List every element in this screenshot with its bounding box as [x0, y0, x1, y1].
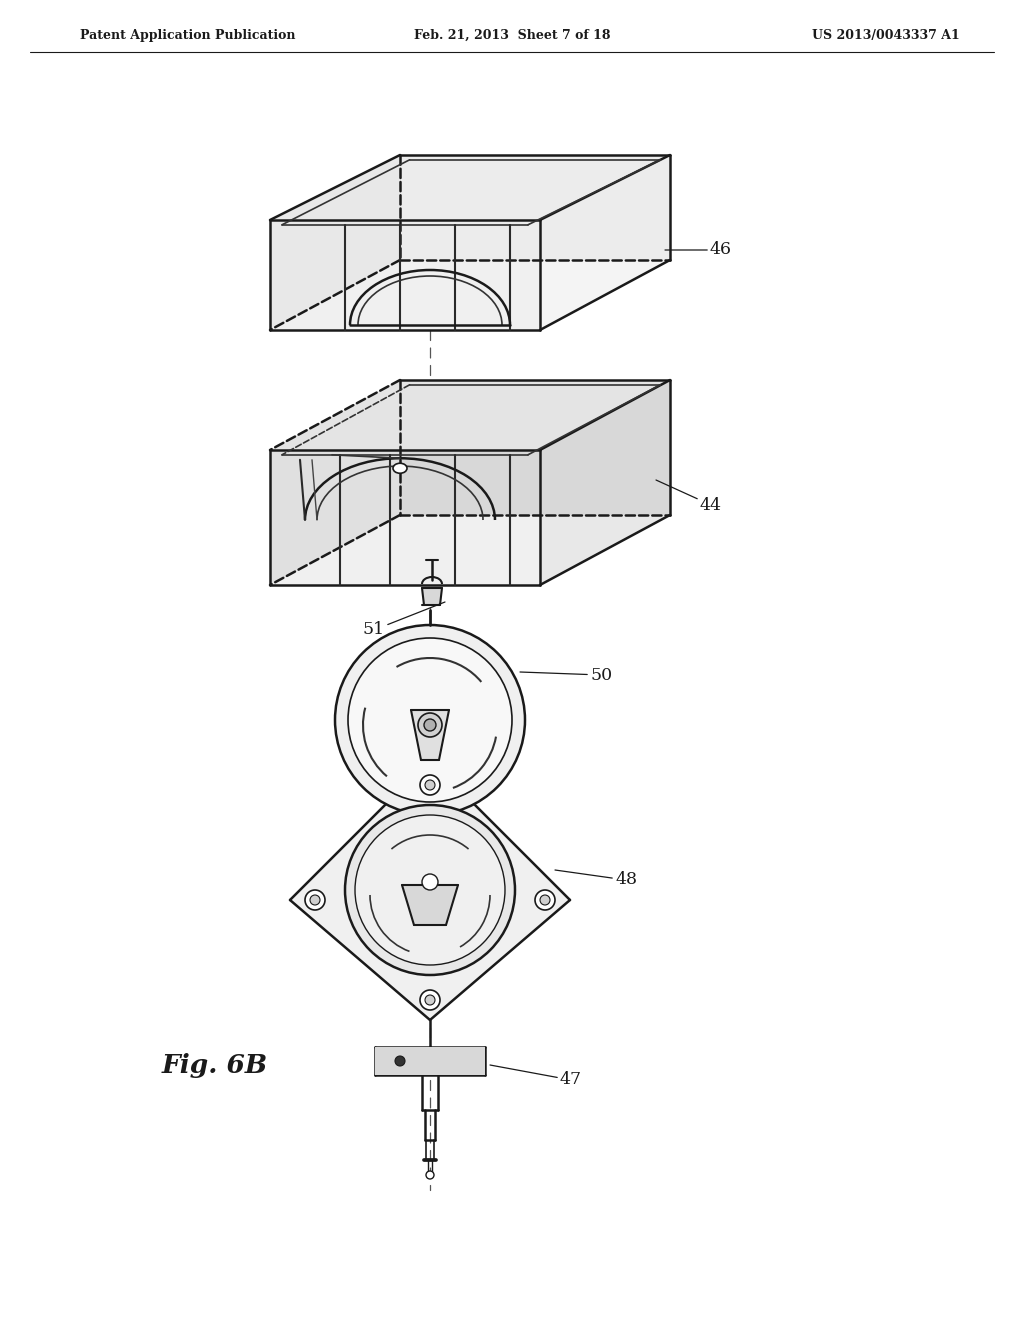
- Text: 47: 47: [490, 1065, 582, 1089]
- Circle shape: [424, 719, 436, 731]
- Polygon shape: [270, 154, 670, 220]
- Circle shape: [420, 775, 440, 795]
- Polygon shape: [270, 220, 540, 330]
- Circle shape: [535, 890, 555, 909]
- Circle shape: [348, 638, 512, 803]
- Circle shape: [335, 624, 525, 814]
- Ellipse shape: [393, 463, 407, 474]
- Circle shape: [426, 1171, 434, 1179]
- Polygon shape: [402, 884, 458, 925]
- Polygon shape: [540, 154, 670, 330]
- Text: 50: 50: [520, 667, 612, 684]
- Circle shape: [395, 1056, 406, 1067]
- Polygon shape: [270, 450, 540, 585]
- Polygon shape: [375, 1047, 485, 1074]
- Polygon shape: [270, 380, 670, 450]
- Polygon shape: [400, 154, 670, 260]
- Circle shape: [425, 995, 435, 1005]
- Text: Fig. 6B: Fig. 6B: [162, 1052, 268, 1077]
- Polygon shape: [270, 380, 400, 585]
- Circle shape: [305, 890, 325, 909]
- Polygon shape: [400, 380, 670, 515]
- Text: US 2013/0043337 A1: US 2013/0043337 A1: [812, 29, 961, 41]
- Text: 46: 46: [665, 242, 732, 259]
- Text: 48: 48: [555, 870, 637, 888]
- Polygon shape: [422, 587, 442, 605]
- Circle shape: [422, 874, 438, 890]
- Circle shape: [420, 990, 440, 1010]
- Text: Feb. 21, 2013  Sheet 7 of 18: Feb. 21, 2013 Sheet 7 of 18: [414, 29, 610, 41]
- Circle shape: [425, 780, 435, 789]
- Text: 51: 51: [362, 602, 445, 639]
- Circle shape: [418, 713, 442, 737]
- Circle shape: [355, 814, 505, 965]
- Circle shape: [345, 805, 515, 975]
- Text: 44: 44: [656, 480, 722, 513]
- Polygon shape: [270, 154, 400, 330]
- Polygon shape: [540, 380, 670, 585]
- Polygon shape: [290, 760, 570, 1020]
- Circle shape: [310, 895, 319, 906]
- Circle shape: [540, 895, 550, 906]
- Polygon shape: [411, 710, 449, 760]
- Text: Patent Application Publication: Patent Application Publication: [80, 29, 296, 41]
